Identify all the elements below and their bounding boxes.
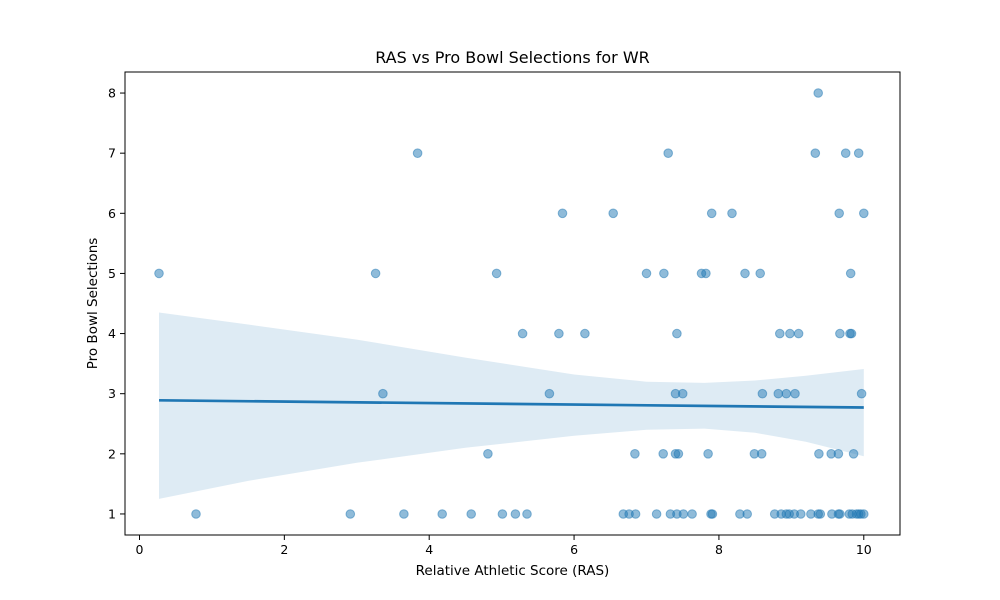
scatter-point: [678, 509, 689, 519]
scatter-point: [544, 388, 555, 399]
scatter-point: [378, 388, 388, 399]
chart-title: RAS vs Pro Bowl Selections for WR: [375, 48, 650, 67]
scatter-point: [522, 509, 532, 519]
scatter-point: [658, 449, 669, 459]
y-tick-label: 3: [108, 386, 116, 401]
y-tick-label: 2: [108, 446, 116, 461]
scatter-point: [580, 328, 590, 339]
scatter-point: [848, 449, 859, 459]
scatter-point: [775, 328, 785, 339]
x-tick-label: 2: [280, 542, 288, 557]
plot-area-frame: [124, 71, 901, 536]
scatter-point: [856, 388, 867, 399]
regression-line-layer: [159, 398, 864, 409]
scatter-point: [399, 509, 409, 519]
scatter-point: [677, 388, 688, 399]
scatter-point: [813, 88, 824, 98]
scatter-point: [370, 268, 381, 279]
scatter-point: [703, 449, 713, 459]
x-tick-label: 10: [856, 542, 872, 557]
scatter-point: [727, 208, 737, 219]
scatter-point: [497, 509, 508, 519]
scatter-point: [687, 509, 697, 519]
scatter-point: [510, 509, 521, 519]
confidence-band: [159, 312, 864, 499]
y-axis-title: Pro Bowl Selections: [85, 238, 101, 370]
scatter-point: [659, 268, 669, 279]
scatter-point: [641, 268, 652, 279]
scatter-point: [773, 388, 784, 399]
scatter-point: [835, 328, 845, 339]
scatter-point: [859, 509, 869, 519]
x-tick-label: 6: [570, 542, 578, 557]
regression-line: [159, 398, 864, 409]
y-axis-ticks: 1 2 3 4 5 6 7 8: [108, 86, 125, 521]
scatter-point: [834, 208, 845, 219]
confidence-band-layer: [159, 312, 864, 499]
scatter-point: [673, 449, 684, 459]
scatter-point: [630, 449, 640, 459]
scatter-point: [859, 208, 869, 219]
scatter-point: [437, 509, 448, 519]
scatter-point: [755, 268, 766, 279]
scatter-point: [554, 328, 564, 339]
scatter-point: [781, 388, 792, 399]
scatter-point: [785, 328, 795, 339]
x-tick-label: 8: [715, 542, 723, 557]
scatter-point: [630, 509, 641, 519]
scatter-point: [833, 449, 844, 459]
y-tick-label: 7: [108, 146, 116, 161]
y-tick-label: 5: [108, 266, 116, 281]
scatter-point: [815, 509, 826, 519]
scatter-point: [835, 509, 845, 519]
scatter-point: [672, 328, 682, 339]
scatter-point: [651, 509, 662, 519]
scatter-point: [707, 509, 718, 519]
scatter-point: [154, 268, 164, 279]
y-tick-label: 4: [108, 326, 116, 341]
x-axis-ticks: 0 2 4 6 8 10: [136, 535, 872, 557]
scatter-point: [756, 449, 767, 459]
scatter-point: [840, 148, 851, 158]
x-tick-label: 4: [425, 542, 433, 557]
scatter-point: [845, 268, 856, 279]
scatter-point: [853, 148, 864, 158]
scatter-point: [810, 148, 821, 158]
scatter-point: [345, 509, 356, 519]
scatter-point: [517, 328, 528, 339]
scatter-point: [608, 208, 619, 219]
scatter-points-layer: [154, 88, 869, 519]
y-tick-label: 6: [108, 206, 116, 221]
scatter-point: [706, 208, 717, 219]
scatter-point: [742, 509, 753, 519]
scatter-point: [796, 509, 806, 519]
scatter-point: [790, 388, 800, 399]
scatter-point: [557, 208, 568, 219]
scatter-point: [793, 328, 804, 339]
scatter-point: [412, 148, 423, 158]
scatter-point: [191, 509, 201, 519]
scatter-point: [740, 268, 750, 279]
scatter-point: [757, 388, 768, 399]
y-tick-label: 8: [108, 86, 116, 101]
x-axis-title: Relative Athletic Score (RAS): [416, 563, 610, 579]
y-tick-label: 1: [108, 506, 116, 521]
scatter-point: [701, 268, 711, 279]
scatter-point: [483, 449, 493, 459]
scatter-point: [663, 148, 674, 158]
scatter-point: [491, 268, 502, 279]
scatter-point: [846, 328, 857, 339]
scatter-point: [814, 449, 824, 459]
x-tick-label: 0: [136, 542, 144, 557]
scatter-point: [466, 509, 477, 519]
